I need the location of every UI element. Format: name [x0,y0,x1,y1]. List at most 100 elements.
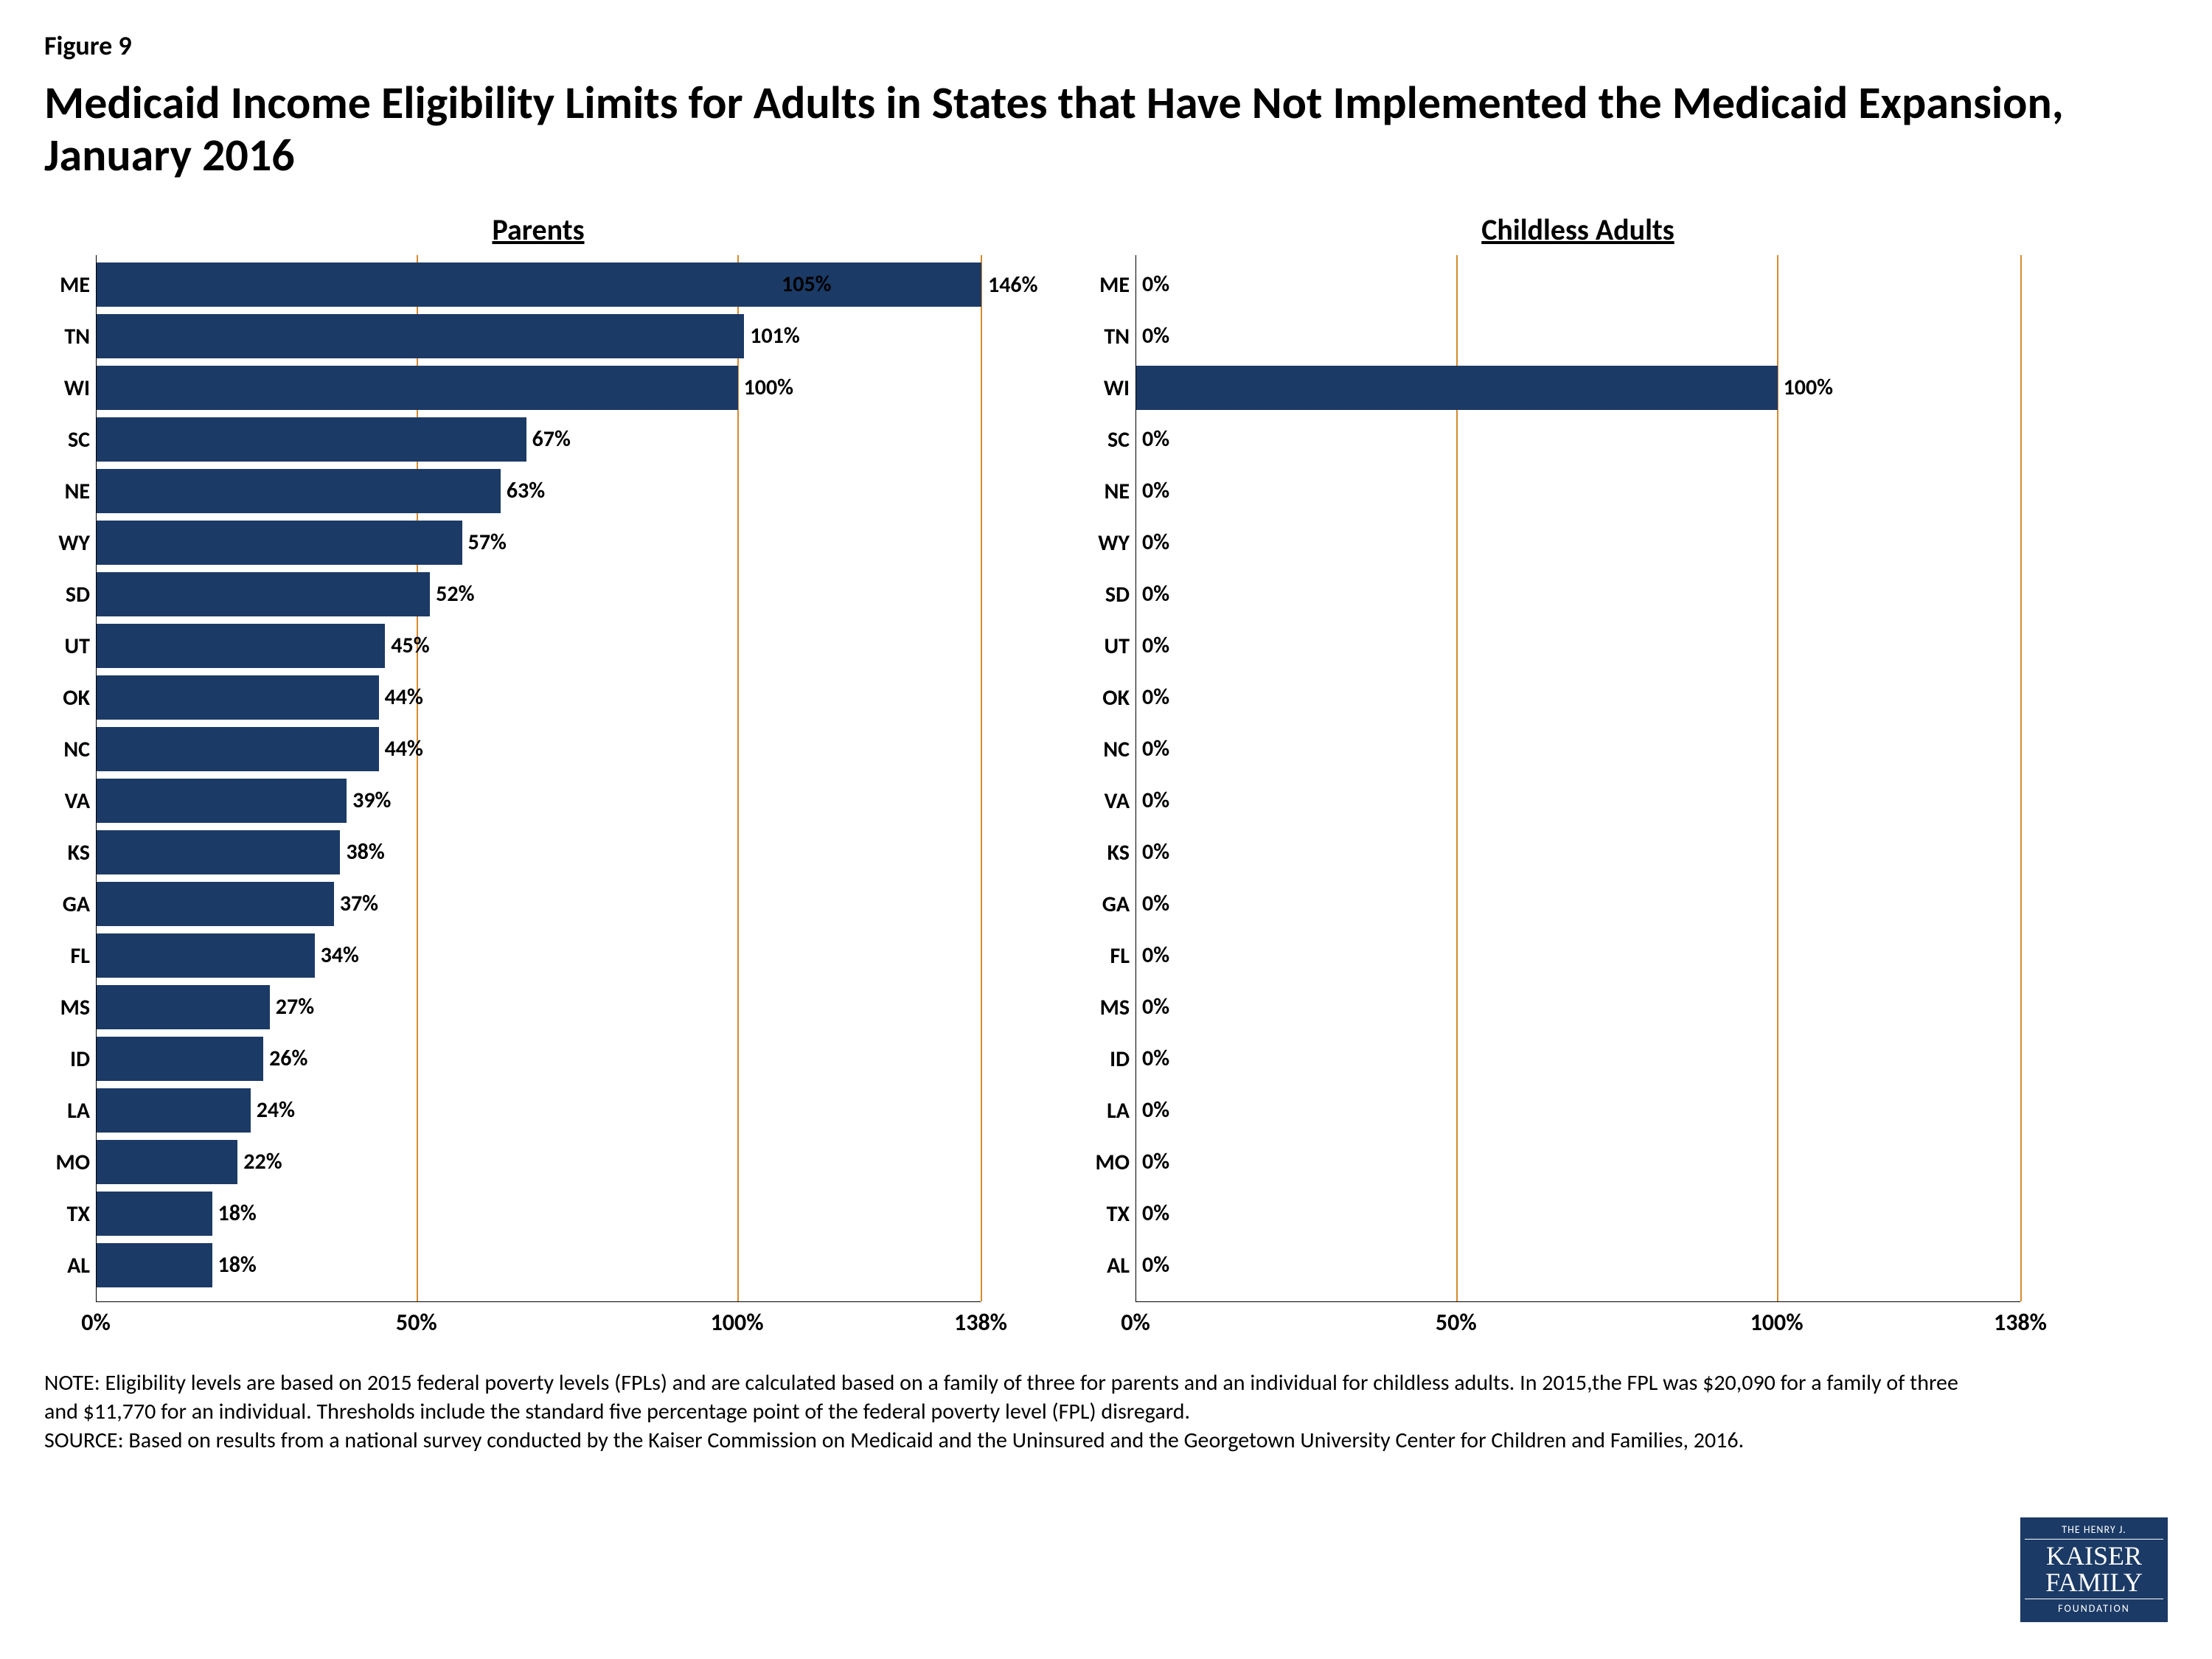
state-label: SD [44,581,90,608]
bar-value-label: 26% [269,1045,307,1072]
logo-main-1: KAISER [2025,1543,2163,1569]
state-label: SC [44,426,90,453]
bar-row: 0% [1136,314,1169,358]
bar [97,624,385,668]
state-label: NC [44,736,90,763]
bar-row: 44% [97,675,423,720]
state-label: TX [1084,1200,1130,1228]
state-label: KS [1084,839,1130,866]
state-label: VA [1084,787,1130,815]
logo-main-2: FAMILY [2025,1569,2163,1596]
bar [97,417,526,462]
bar [97,830,340,874]
notes: NOTE: Eligibility levels are based on 20… [44,1368,1961,1455]
bar-row: 0% [1136,1088,1169,1133]
bar-row: 0% [1136,417,1169,462]
bar-value-label: 0% [1142,322,1169,349]
bar-value-label: 44% [385,684,423,711]
state-label: TX [44,1200,90,1228]
bar-row: 39% [97,779,391,823]
bar-row: 18% [97,1192,257,1236]
state-label: VA [44,787,90,815]
gridline [981,255,982,1301]
state-label: UT [44,633,90,660]
state-label: FL [1084,942,1130,970]
logo-top: THE HENRY J. [2025,1523,2163,1540]
bar-value-label: 0% [1142,529,1169,556]
state-label: MS [44,994,90,1021]
state-label: WI [44,375,90,402]
charts-container: Parents105%101%100%67%63%57%52%45%44%44%… [44,212,2168,1346]
state-label: SC [1084,426,1130,453]
state-label: ID [1084,1046,1130,1073]
chart-title: Parents [96,212,981,248]
x-tick-label: 138% [954,1308,1007,1337]
bar-value-label: 27% [276,993,314,1020]
bar-value-label: 0% [1142,1200,1169,1227]
bar-row: 37% [97,882,378,926]
chart-title: Childless Adults [1135,212,2020,248]
state-label: GA [1084,891,1130,918]
bar-row: 34% [97,933,359,978]
bar-value-label: 34% [321,942,359,969]
bar-value-label: 0% [1142,1096,1169,1124]
bar-value-label: 45% [391,632,429,659]
bar-value-label: 0% [1142,1251,1169,1279]
x-tick-label: 50% [1436,1308,1477,1337]
overflow-label: 146% [988,271,1038,299]
state-label: SD [1084,581,1130,608]
bar-row: 0% [1136,1140,1169,1184]
gridline [2020,255,2022,1301]
bar-value-label: 24% [257,1096,295,1124]
state-label: OK [1084,684,1130,712]
bar-row: 0% [1136,882,1169,926]
bar-value-label: 0% [1142,580,1169,608]
bar-value-label: 0% [1142,271,1169,298]
bar [97,314,744,358]
bar [97,469,501,513]
source-text: SOURCE: Based on results from a national… [44,1426,1961,1455]
bar-value-label: 100% [744,374,794,401]
state-label: NE [44,478,90,505]
state-label: OK [44,684,90,712]
bar-row: 0% [1136,1037,1169,1081]
bar-value-label: 0% [1142,632,1169,659]
bar-row: 0% [1136,933,1169,978]
bar-row: 0% [1136,985,1169,1029]
bar [97,1192,212,1236]
bar-row: 27% [97,985,314,1029]
x-tick-label: 50% [396,1308,437,1337]
plot-area: 0%0%100%0%0%0%0%0%0%0%0%0%0%0%0%0%0%0%0%… [1135,255,2020,1302]
state-label: AL [1084,1252,1130,1279]
state-label: WY [44,529,90,557]
state-label: LA [44,1097,90,1124]
bar-row: 0% [1136,469,1169,513]
bar [97,1140,237,1184]
state-label: MO [1084,1149,1130,1176]
bar-row: 105% [97,262,981,307]
bar-row: 0% [1136,262,1169,307]
bar-value-label: 57% [468,529,507,556]
bar-value-label: 67% [532,425,571,453]
state-label: AL [44,1252,90,1279]
bar-row: 45% [97,624,430,668]
parents-chart: Parents105%101%100%67%63%57%52%45%44%44%… [44,212,1054,1346]
bar-row: 100% [1136,366,1833,410]
state-label: MS [1084,994,1130,1021]
note-text: NOTE: Eligibility levels are based on 20… [44,1368,1961,1426]
state-label: ME [1084,271,1130,299]
bar-row: 67% [97,417,571,462]
bar-value-label: 38% [346,838,384,866]
bar-row: 101% [97,314,800,358]
state-label: TN [1084,323,1130,350]
bar [97,675,379,720]
bar-value-label: 0% [1142,684,1169,711]
bar [97,882,334,926]
state-label: NE [1084,478,1130,505]
bar [97,366,738,410]
state-label: UT [1084,633,1130,660]
state-label: NC [1084,736,1130,763]
bar [97,1037,263,1081]
x-tick-label: 100% [711,1308,764,1337]
bar-row: 0% [1136,727,1169,771]
